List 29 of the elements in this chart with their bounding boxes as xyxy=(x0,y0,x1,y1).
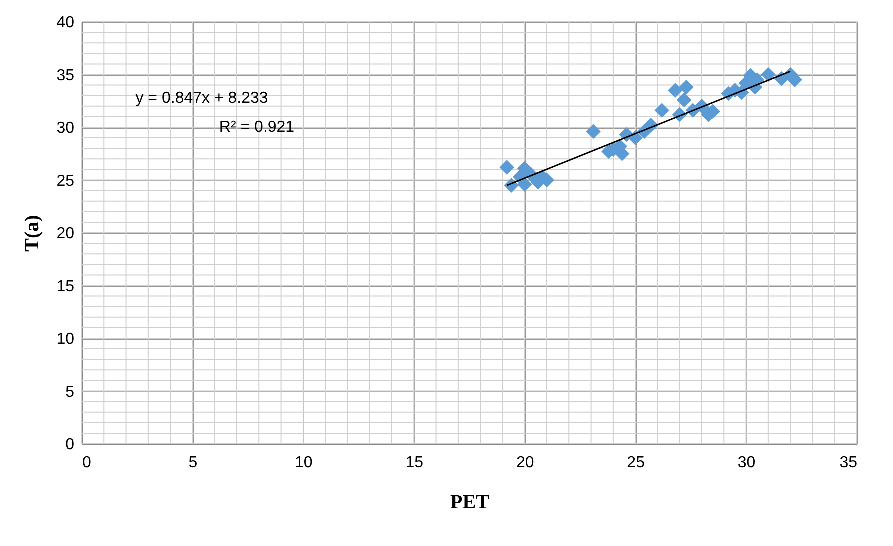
x-tick-label: 10 xyxy=(295,454,313,472)
point xyxy=(517,177,532,192)
y-tick-label: 30 xyxy=(56,120,75,137)
y-tick-label: 5 xyxy=(66,384,75,401)
point xyxy=(586,124,601,140)
point xyxy=(679,80,694,95)
y-tick-label: 0 xyxy=(66,436,75,454)
y-tick-label: 20 xyxy=(56,226,75,242)
y-tick-label: 15 xyxy=(56,278,75,296)
annotation: R² = 0.921 xyxy=(219,119,295,136)
y-tick-label: 10 xyxy=(56,331,75,348)
point xyxy=(676,92,692,108)
x-axis-title: PET xyxy=(450,492,490,514)
x-tick-label: 5 xyxy=(188,454,198,472)
y-axis-title: T(a) xyxy=(22,215,44,252)
x-tick-label: 25 xyxy=(627,454,646,472)
y-tick-label: 40 xyxy=(56,14,75,32)
x-tick-label: 30 xyxy=(738,454,756,472)
y-tick-label: 35 xyxy=(56,67,75,84)
point xyxy=(761,67,776,82)
x-tick-label: 20 xyxy=(516,454,534,472)
point xyxy=(500,160,515,176)
x-tick-label: 15 xyxy=(406,454,424,472)
x-tick-label: 0 xyxy=(82,454,92,472)
point xyxy=(654,103,670,118)
y-tick-label: 25 xyxy=(56,172,75,190)
x-tick-label: 35 xyxy=(840,454,858,472)
annotation: y = 0.847x + 8.233 xyxy=(136,90,268,107)
point xyxy=(668,83,683,98)
